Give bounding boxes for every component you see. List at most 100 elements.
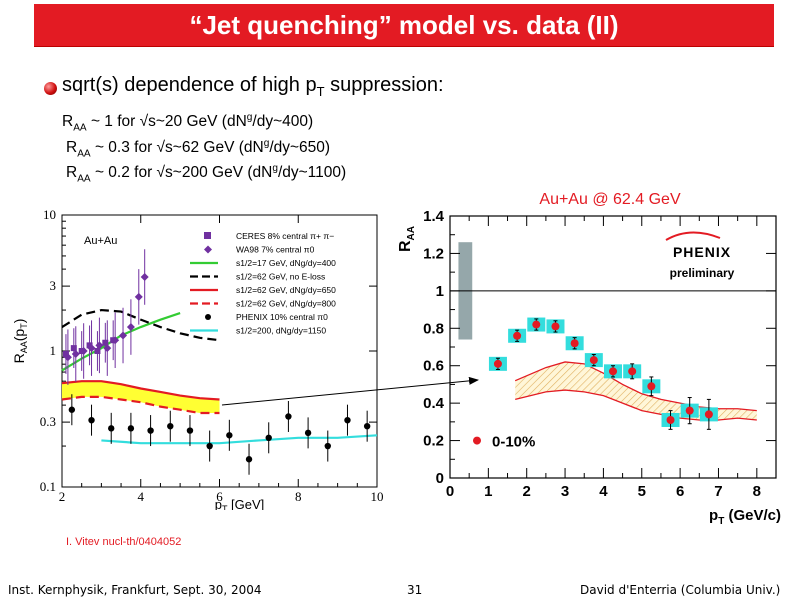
left-yellow-band bbox=[62, 381, 220, 414]
phenix-logo-text: PHENIX bbox=[673, 244, 731, 260]
data-point bbox=[589, 356, 598, 365]
ceres-point bbox=[86, 342, 93, 349]
theory-band-upper bbox=[514, 361, 757, 412]
raa-line-2: RAA ~ 0.3 for √s~62 GeV (dNg/dy~650) bbox=[66, 138, 331, 160]
right-x-tick-label: 1 bbox=[484, 483, 492, 500]
left-legend-label: s1/2=62 GeV, dNg/dy=650 bbox=[236, 285, 336, 295]
ceres-point bbox=[110, 337, 117, 344]
data-point bbox=[647, 382, 656, 391]
right-y-axis-label: RAA bbox=[397, 226, 417, 252]
right-y-tick-label: 0.2 bbox=[423, 433, 444, 450]
left-y-axis-label: RAA(pT) bbox=[11, 319, 29, 364]
phenix-left-point bbox=[186, 427, 194, 434]
data-point bbox=[532, 320, 541, 329]
left-x-tick-label: 2 bbox=[59, 489, 66, 504]
right-chart: Au+Au @ 62.4 GeV 0 1 2 3 4 5 6 7 8 0 0.2 0.4 0.6 0.8 1 1… bbox=[397, 191, 781, 525]
right-y-tick-label: 0.4 bbox=[423, 395, 445, 412]
left-x-tick-label: 8 bbox=[295, 489, 302, 504]
phenix-left-point bbox=[265, 434, 272, 442]
footer-right: David d'Enterria (Columbia Univ.) bbox=[580, 583, 781, 597]
right-x-tick-label: 4 bbox=[599, 483, 608, 500]
phenix-left-point bbox=[245, 456, 253, 463]
data-point bbox=[513, 331, 522, 340]
left-y-tick-label: 0.3 bbox=[40, 414, 56, 429]
legend-symbol-wa98 bbox=[204, 245, 212, 254]
left-legend-entry bbox=[205, 314, 211, 320]
phenix-preliminary: preliminary bbox=[670, 266, 735, 280]
wa98-point bbox=[119, 331, 128, 340]
left-legend-label: CERES 8% central π+ π− bbox=[236, 231, 334, 241]
phenix-left-point bbox=[88, 416, 95, 424]
phenix-left-point bbox=[68, 406, 76, 413]
slide-title-bar: “Jet quenching” model vs. data (II) bbox=[34, 4, 774, 46]
left-x-tick-label: 10 bbox=[371, 489, 384, 504]
wa98-point bbox=[140, 273, 149, 282]
left-y-tick-label: 3 bbox=[50, 278, 57, 293]
right-y-tick-label: 0.8 bbox=[423, 320, 444, 337]
ceres-point bbox=[94, 348, 101, 354]
theory-band-lower bbox=[515, 389, 757, 421]
phenix-logo-arc bbox=[665, 231, 721, 241]
right-y-tick-label: 1 bbox=[436, 283, 444, 300]
right-legend-symbol bbox=[473, 436, 481, 445]
footer-left: Inst. Kernphysik, Frankfurt, Sept. 30, 2… bbox=[8, 583, 262, 597]
phenix-left-point bbox=[147, 427, 154, 434]
bullet-icon bbox=[44, 82, 57, 95]
right-legend-label: 0-10% bbox=[492, 434, 535, 451]
phenix-left-point bbox=[127, 425, 135, 432]
left-panel-label: Au+Au bbox=[84, 235, 117, 247]
right-x-tick-label: 7 bbox=[714, 483, 722, 500]
right-x-tick-label: 8 bbox=[753, 483, 761, 500]
left-legend-label: s1/2=17 GeV, dNg/dy=400 bbox=[236, 258, 336, 268]
left-legend-entry bbox=[204, 232, 211, 239]
phenix-left-point bbox=[344, 416, 351, 424]
phenix-left-point bbox=[108, 425, 115, 432]
raa-line-3: RAA ~ 0.2 for √s~200 GeV (dNg/dy~1100) bbox=[66, 163, 347, 185]
wa98-point bbox=[134, 292, 143, 301]
phenix-left-point bbox=[363, 422, 371, 430]
right-x-tick-label: 0 bbox=[446, 483, 454, 500]
citation: I. Vitev nucl-th/0404052 bbox=[66, 536, 182, 548]
right-y-tick-label: 1.4 bbox=[423, 208, 445, 225]
left-legend-entry bbox=[204, 245, 212, 254]
phenix-left-point bbox=[285, 413, 292, 420]
phenix-left-point bbox=[324, 442, 331, 450]
left-curve-1 bbox=[61, 308, 220, 342]
left-curve-2 bbox=[61, 380, 220, 401]
right-x-tick-label: 6 bbox=[676, 483, 684, 500]
right-x-axis-label: pT (GeV/c) bbox=[709, 507, 781, 525]
left-legend-label: s1/2=200, dNg/dy=1150 bbox=[236, 326, 326, 336]
data-point bbox=[551, 322, 560, 331]
right-y-tick-label: 1.2 bbox=[423, 245, 444, 262]
data-point bbox=[570, 339, 579, 348]
left-x-axis-label: pT [GeV] bbox=[215, 497, 265, 510]
phenix-left-point bbox=[206, 442, 213, 450]
left-chart: 2 4 6 8 10 0.1 0.3 1 3 10 pT [GeV] RAA(pT) Au+Au CERE… bbox=[11, 207, 384, 510]
right-x-tick-label: 3 bbox=[561, 483, 569, 500]
left-legend-label: PHENIX 10% central π0 bbox=[236, 312, 328, 322]
data-point bbox=[493, 359, 502, 368]
data-point bbox=[685, 406, 694, 415]
ceres-point bbox=[102, 339, 109, 346]
slide-title: “Jet quenching” model vs. data (II) bbox=[189, 9, 619, 40]
footer-page-number: 31 bbox=[407, 583, 423, 597]
data-point bbox=[704, 410, 713, 419]
subtitle: sqrt(s) dependence of high pT suppressio… bbox=[62, 74, 444, 99]
right-plot-frame bbox=[449, 215, 777, 479]
left-y-tick-label: 0.1 bbox=[40, 479, 56, 494]
ceres-point bbox=[70, 345, 77, 352]
left-curve-3 bbox=[61, 395, 220, 415]
phenix-left-point bbox=[167, 422, 174, 430]
left-legend-label: WA98 7% central π0 bbox=[236, 245, 315, 255]
right-y-tick-label: 0.6 bbox=[423, 358, 444, 375]
legend-symbol-ceres bbox=[204, 232, 211, 239]
left-x-tick-label: 4 bbox=[138, 489, 145, 504]
raa-line-1: RAA ~ 1 for √s~20 GeV (dNg/dy~400) bbox=[62, 112, 314, 134]
left-legend-label: s1/2=62 GeV, dNg/dy=800 bbox=[236, 299, 336, 309]
left-legend-label: s1/2=62 GeV, no E-loss bbox=[236, 272, 325, 282]
left-curve-4 bbox=[101, 434, 378, 445]
left-y-tick-label: 10 bbox=[43, 207, 56, 222]
wa98-point bbox=[126, 323, 135, 332]
right-chart-title: Au+Au @ 62.4 GeV bbox=[539, 191, 681, 208]
right-x-tick-label: 5 bbox=[638, 483, 646, 500]
